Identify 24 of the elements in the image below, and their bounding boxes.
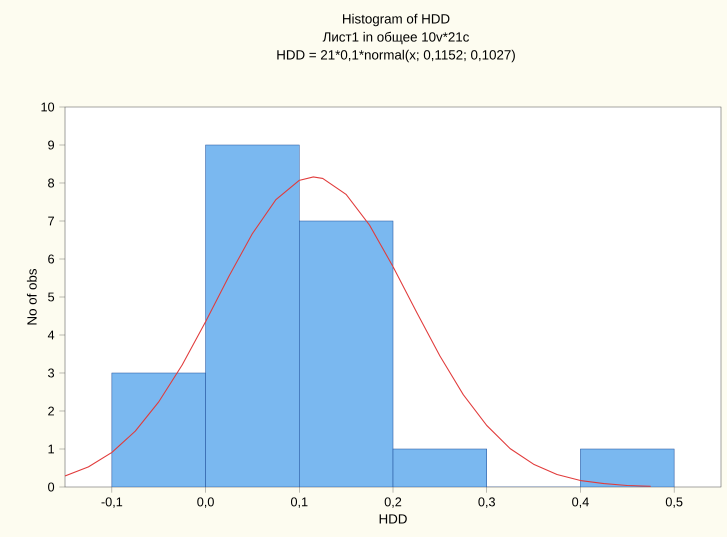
y-tick-label: 1 [48,444,54,454]
y-tick-label: 9 [48,140,54,150]
y-tick-label: 3 [48,368,54,378]
y-axis-title: No of obs [26,268,37,324]
chart-title: Histogram of HDD [343,14,450,26]
y-tick-label: 0 [48,482,54,492]
x-tick-label: -0,1 [102,497,122,508]
y-tick-label: 5 [48,292,54,302]
chart-subtitle: Лист1 in общее 10v*21c [322,32,470,44]
x-tick-label: 0,3 [478,497,495,508]
x-tick-label: 0,4 [572,497,589,508]
x-axis-title: HDD [380,514,407,524]
x-tick-label: 0,0 [197,497,214,508]
text: HDD = 21*0,1*normal(x; 0,1152; 0,1027) [277,50,515,62]
y-tick-label: 10 [41,102,54,112]
y-tick-label: 7 [48,216,54,226]
y-tick-label: 8 [48,178,54,188]
y-tick-label: 4 [48,330,54,340]
y-tick-label: 6 [48,254,54,264]
x-tick-label: 0,2 [384,497,402,508]
x-tick-label: 0,1 [290,497,308,508]
y-tick-label: 2 [48,406,54,416]
line-series [65,176,652,487]
x-tick-label: 0,5 [666,497,682,508]
